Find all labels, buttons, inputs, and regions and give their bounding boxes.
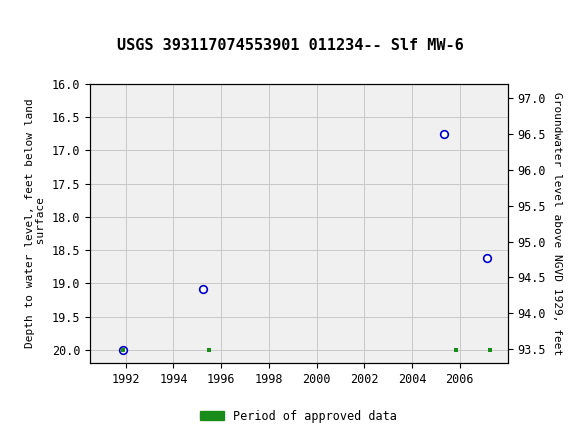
Legend: Period of approved data: Period of approved data	[195, 405, 402, 427]
Bar	[7, 5, 48, 36]
Text: USGS 393117074553901 011234-- Slf MW-6: USGS 393117074553901 011234-- Slf MW-6	[117, 38, 463, 52]
Text: ▓USGS: ▓USGS	[6, 12, 75, 29]
Y-axis label: Groundwater level above NGVD 1929, feet: Groundwater level above NGVD 1929, feet	[552, 92, 563, 355]
Y-axis label: Depth to water level, feet below land
 surface: Depth to water level, feet below land su…	[24, 99, 46, 348]
